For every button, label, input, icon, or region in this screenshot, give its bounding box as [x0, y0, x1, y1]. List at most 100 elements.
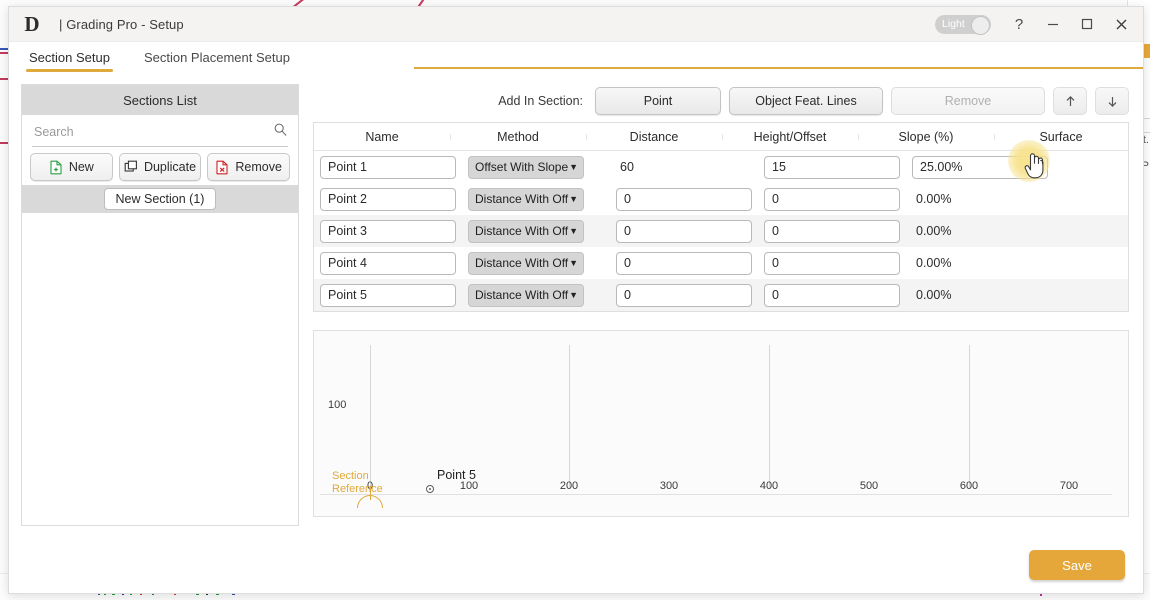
cell-method: Distance With Off ▼	[462, 283, 610, 307]
section-reference-label-line2: Reference	[332, 483, 383, 495]
cell-slope: 0.00%	[906, 288, 1054, 302]
cell-name	[314, 283, 462, 307]
arrow-up-icon	[1066, 95, 1074, 106]
cell-distance	[610, 219, 758, 243]
table-row: Distance With Off ▼ 0.00%	[314, 247, 1128, 279]
distance-input[interactable]	[616, 283, 752, 307]
bg-stroke	[0, 142, 8, 144]
list-item[interactable]: New Section (1)	[22, 185, 298, 213]
method-select[interactable]: Distance With Off	[468, 219, 584, 243]
dialog-titlebar: D | Grading Pro - Setup Light ?	[9, 7, 1143, 42]
cell-slope: 0.00%	[906, 224, 1054, 238]
point-name-input[interactable]	[320, 251, 456, 275]
method-select[interactable]: Offset With Slope	[468, 155, 584, 179]
tab-section-placement-setup-label: Section Placement Setup	[143, 50, 290, 65]
new-section-button[interactable]: New	[30, 153, 113, 181]
gridline-x-600	[969, 345, 970, 488]
help-icon: ?	[1014, 15, 1024, 33]
point-name-input[interactable]	[320, 187, 456, 211]
column-header-height-offset: Height/Offset	[722, 130, 858, 144]
close-button[interactable]	[1105, 9, 1137, 39]
bg-stroke	[0, 52, 9, 54]
add-in-section-label: Add In Section:	[498, 94, 583, 108]
add-object-feat-lines-button-label: Object Feat. Lines	[755, 94, 857, 108]
height-offset-input[interactable]	[764, 187, 900, 211]
remove-section-button[interactable]: Remove	[207, 153, 291, 181]
x-tick-label-100: 100	[459, 480, 479, 492]
section-reference-label-line1: Section	[332, 470, 369, 482]
add-point-button-label: Point	[643, 94, 673, 108]
distance-input[interactable]	[616, 251, 752, 275]
window-title: | Grading Pro - Setup	[59, 16, 184, 32]
sections-list-panel: Sections List	[21, 84, 299, 526]
point-name-input[interactable]	[320, 219, 456, 243]
minimize-icon	[1048, 23, 1058, 26]
remove-point-button-label: Remove	[944, 94, 992, 108]
search-input[interactable]	[32, 124, 273, 140]
cell-height-offset	[758, 219, 906, 243]
height-offset-input[interactable]	[764, 251, 900, 275]
add-object-feat-lines-button[interactable]: Object Feat. Lines	[729, 87, 883, 115]
bg-stroke	[0, 78, 8, 80]
new-document-icon	[49, 160, 63, 175]
cell-height-offset	[758, 283, 906, 307]
arrow-down-icon	[1108, 96, 1116, 107]
move-down-button[interactable]	[1095, 87, 1129, 115]
x-tick-label-600: 600	[959, 480, 979, 492]
table-row: Distance With Off ▼ 0.00%	[314, 183, 1128, 215]
section-reference-vline	[370, 486, 371, 500]
cell-name	[314, 155, 462, 179]
method-select[interactable]: Distance With Off	[468, 251, 584, 275]
theme-toggle-label: Light	[942, 18, 965, 30]
search-icon[interactable]	[273, 122, 288, 142]
method-select[interactable]: Distance With Off	[468, 283, 584, 307]
column-header-distance: Distance	[586, 130, 722, 144]
height-offset-input[interactable]	[764, 283, 900, 307]
tab-active-underline	[26, 69, 113, 72]
remove-section-button-label: Remove	[235, 160, 282, 174]
theme-toggle[interactable]: Light	[935, 14, 991, 35]
tab-section-setup[interactable]: Section Setup	[25, 50, 114, 72]
cell-height-offset	[758, 155, 906, 179]
chart-point-marker[interactable]	[426, 485, 434, 493]
method-select[interactable]: Distance With Off	[468, 187, 584, 211]
help-button[interactable]: ?	[1003, 9, 1035, 39]
section-name-field[interactable]: New Section (1)	[104, 188, 216, 210]
x-axis-line	[320, 494, 1112, 495]
duplicate-section-button[interactable]: Duplicate	[118, 153, 202, 181]
add-in-section-toolbar: Add In Section: Point Object Feat. Lines…	[313, 80, 1129, 122]
cell-name	[314, 219, 462, 243]
column-header-slope: Slope (%)	[858, 130, 994, 144]
move-up-button[interactable]	[1053, 87, 1087, 115]
remove-point-button: Remove	[891, 87, 1045, 115]
cell-slope: 0.00%	[906, 256, 1054, 270]
x-tick-label-500: 500	[859, 480, 879, 492]
bg-stroke	[0, 48, 9, 50]
tab-accent-line	[414, 67, 1143, 69]
slope-value: 0.00%	[916, 224, 952, 238]
section-profile-chart: 100 0 100 200 300 400 500 600 700 Sectio…	[313, 330, 1129, 517]
maximize-button[interactable]	[1071, 9, 1103, 39]
minimize-button[interactable]	[1037, 9, 1069, 39]
distance-value: 60	[620, 160, 634, 174]
add-point-button[interactable]: Point	[595, 87, 721, 115]
cell-method: Distance With Off ▼	[462, 251, 610, 275]
new-section-button-label: New	[68, 160, 94, 174]
dialog-body: Sections List	[9, 72, 1143, 537]
save-button[interactable]: Save	[1029, 550, 1125, 580]
point-name-input[interactable]	[320, 283, 456, 307]
point-name-input[interactable]	[320, 155, 456, 179]
column-header-method: Method	[450, 130, 586, 144]
height-offset-input[interactable]	[764, 155, 900, 179]
app-logo: D	[15, 13, 49, 35]
points-table: Name Method Distance Height/Offset Slope…	[313, 122, 1129, 312]
distance-input[interactable]	[616, 187, 752, 211]
height-offset-input[interactable]	[764, 219, 900, 243]
cell-distance: 60	[610, 160, 758, 174]
sections-list-items: New Section (1)	[22, 185, 298, 525]
slope-input[interactable]	[912, 155, 1048, 179]
theme-toggle-knob[interactable]	[971, 15, 990, 35]
distance-input[interactable]	[616, 219, 752, 243]
tab-section-placement-setup[interactable]: Section Placement Setup	[140, 50, 294, 72]
cell-distance	[610, 187, 758, 211]
